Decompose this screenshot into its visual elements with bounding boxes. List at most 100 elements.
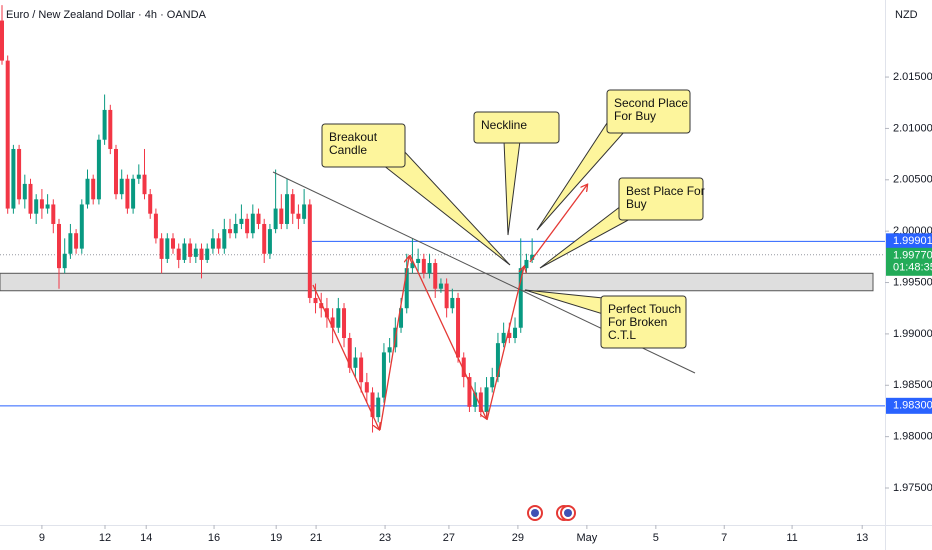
candle-body — [45, 204, 50, 209]
price-line-label: 1.99901 — [893, 235, 932, 247]
candle-body — [182, 243, 187, 260]
axes: 1.975001.980001.985001.990001.995002.000… — [39, 71, 932, 544]
callout-text: Best Place For — [626, 184, 705, 198]
candles — [0, 5, 535, 433]
candle-body — [0, 20, 4, 61]
last-price-tag — [886, 247, 932, 276]
drawings — [272, 171, 696, 430]
candle-body — [250, 213, 255, 234]
callout-pointer — [503, 140, 521, 236]
candle-body — [228, 229, 233, 234]
candle-body — [461, 357, 466, 378]
candle-body — [22, 183, 27, 200]
candle-body — [165, 238, 170, 259]
candle-body — [495, 343, 500, 378]
candle-body — [142, 174, 147, 195]
candle-body — [370, 392, 375, 418]
candle-body — [524, 259, 529, 269]
candle-body — [353, 357, 358, 368]
candle-body — [256, 213, 261, 224]
callout-box — [321, 123, 406, 168]
candle-body — [245, 218, 250, 234]
candle-body — [342, 308, 347, 339]
candle-body — [210, 238, 215, 249]
candle-body — [262, 223, 267, 254]
candle-body — [290, 194, 295, 214]
candle-body — [17, 148, 22, 200]
candle-body — [102, 109, 107, 140]
candle-body — [148, 194, 153, 214]
candle-body — [131, 178, 136, 209]
candle-body — [456, 297, 461, 358]
candle-body — [307, 204, 312, 298]
callout-text: C.T.L — [608, 328, 636, 342]
candle-body — [68, 233, 73, 254]
callout-text: For Buy — [614, 109, 656, 123]
y-tick-label: 2.01500 — [893, 71, 932, 83]
candle-body — [302, 204, 307, 219]
callout-text: Candle — [329, 143, 367, 157]
candle-body — [5, 60, 10, 209]
candle-body — [433, 263, 438, 289]
candle-body — [427, 263, 432, 274]
candle-body — [359, 357, 364, 383]
candle-body — [473, 392, 478, 407]
candle-body — [467, 377, 472, 407]
candle-body — [507, 332, 512, 339]
candle-body — [34, 199, 39, 214]
callout-box — [600, 295, 687, 349]
callout-pointer — [539, 205, 633, 269]
x-tick-label: 19 — [270, 532, 282, 544]
candle-body — [96, 139, 101, 200]
x-tick-label: 16 — [208, 532, 220, 544]
candle-body — [279, 208, 284, 224]
x-tick-label: 7 — [721, 532, 727, 544]
candle-body — [28, 183, 33, 214]
red-arrow — [529, 185, 587, 263]
x-tick-label: 5 — [653, 532, 659, 544]
candle-body — [153, 213, 158, 239]
callout-box — [618, 177, 704, 221]
candle-body — [416, 258, 421, 264]
y-tick-label: 2.00500 — [893, 174, 932, 186]
event-icon-dot — [564, 509, 572, 517]
candle-body — [513, 327, 518, 339]
y-tick-label: 1.98500 — [893, 379, 932, 391]
x-tick-label: 12 — [99, 532, 111, 544]
currency-label: NZD — [895, 9, 918, 21]
price-line-tag — [886, 233, 932, 250]
x-tick-label: 9 — [39, 532, 45, 544]
candle-body — [313, 297, 318, 304]
candle-body — [347, 338, 352, 368]
y-tick-label: 1.99000 — [893, 328, 932, 340]
candle-body — [233, 223, 238, 234]
candle-body — [159, 238, 164, 259]
candle-body — [39, 199, 44, 209]
candle-body — [285, 194, 290, 224]
x-tick-label: 14 — [140, 532, 152, 544]
x-tick-label: 11 — [786, 532, 797, 544]
x-tick-label: 29 — [512, 532, 524, 544]
callout-text: Breakout — [329, 130, 378, 144]
candle-body — [518, 268, 523, 328]
candle-body — [188, 243, 193, 257]
candle-body — [176, 248, 181, 260]
candle-body — [478, 392, 483, 412]
candle-body — [85, 178, 90, 205]
candle-body — [205, 248, 210, 260]
candle-body — [484, 387, 489, 412]
time-axis-bg — [0, 525, 932, 550]
candle-body — [410, 263, 415, 269]
candle-body — [11, 148, 16, 209]
red-arrow — [409, 254, 486, 418]
callout-text: Neckline — [481, 118, 527, 132]
last-price-label: 1.99770 — [893, 250, 932, 262]
callout-box — [473, 111, 560, 144]
candle-body — [330, 317, 335, 328]
candle-body — [136, 174, 141, 179]
candle-body — [324, 308, 329, 318]
candle-body — [404, 268, 409, 309]
candle-body — [199, 248, 204, 260]
